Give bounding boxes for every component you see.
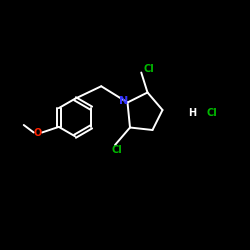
Text: Cl: Cl: [144, 64, 154, 74]
Text: Cl: Cl: [206, 108, 217, 118]
Text: N: N: [119, 96, 128, 106]
Text: Cl: Cl: [111, 145, 122, 155]
Text: H: H: [188, 108, 196, 118]
Text: O: O: [34, 128, 42, 138]
